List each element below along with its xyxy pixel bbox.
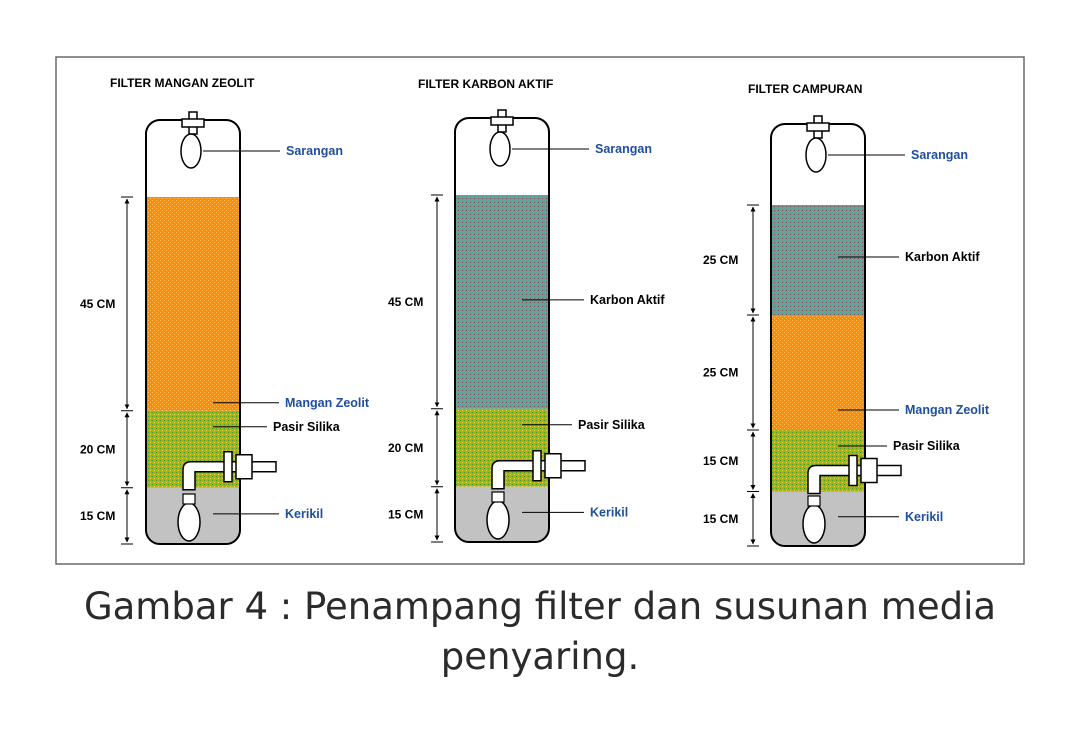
outlet-pipe <box>182 451 277 491</box>
thickness-label: 15 CM <box>703 454 738 468</box>
layer-label-gravel: Kerikil <box>285 507 323 521</box>
thickness-label: 25 CM <box>703 366 738 380</box>
layer-label-gravel: Kerikil <box>905 510 943 524</box>
thickness-label: 15 CM <box>703 512 738 526</box>
thickness-label: 20 CM <box>80 442 115 456</box>
layer-label-carbon: Karbon Aktif <box>590 293 665 307</box>
layer-label-silica: Pasir Silika <box>893 439 961 453</box>
filter-column-3: FILTER CAMPURAN Sarangan 25 CM Karbon Aktif… <box>703 82 990 547</box>
outlet-pipe <box>807 454 902 495</box>
strainer-top-icon <box>180 133 202 169</box>
thickness-label: 25 CM <box>703 253 738 267</box>
thickness-label: 15 CM <box>80 509 115 523</box>
filter-column-1: FILTER MANGAN ZEOLIT Sarangan 45 CM Mangan … <box>80 76 370 545</box>
caption-line-1: Gambar 4 : Penampang filter dan susunan … <box>83 585 997 628</box>
filter-title: FILTER KARBON AKTIF <box>418 77 553 91</box>
thickness-label: 15 CM <box>388 507 423 521</box>
media-layer-carbon <box>771 205 865 315</box>
layer-label-silica: Pasir Silika <box>273 420 341 434</box>
layer-label-gravel: Kerikil <box>590 505 628 519</box>
media-layer-zeolite <box>771 315 865 430</box>
filter-column-2: FILTER KARBON AKTIF Sarangan 45 CM Karbon A… <box>388 77 665 543</box>
layer-label-carbon: Karbon Aktif <box>905 250 980 264</box>
label-sarangan: Sarangan <box>595 142 652 156</box>
label-sarangan: Sarangan <box>286 144 343 158</box>
figure-caption: Gambar 4 : Penampang filter dan susunan … <box>0 582 1080 682</box>
filter-title: FILTER MANGAN ZEOLIT <box>110 76 255 90</box>
layer-label-zeolite: Mangan Zeolit <box>905 403 990 417</box>
strainer-top-icon <box>805 137 827 173</box>
strainer-bottom-icon <box>802 504 826 544</box>
media-layer-zeolite <box>146 197 240 411</box>
caption-line-2: penyaring. <box>440 635 640 678</box>
strainer-bottom-icon <box>177 502 201 542</box>
label-sarangan: Sarangan <box>911 148 968 162</box>
media-layer-carbon <box>455 195 549 409</box>
thickness-label: 45 CM <box>80 297 115 311</box>
strainer-bottom-icon <box>486 500 510 540</box>
layer-label-silica: Pasir Silika <box>578 418 646 432</box>
thickness-label: 45 CM <box>388 295 423 309</box>
filter-title: FILTER CAMPURAN <box>748 82 862 96</box>
layer-label-zeolite: Mangan Zeolit <box>285 396 370 410</box>
thickness-label: 20 CM <box>388 441 423 455</box>
outlet-pipe <box>491 450 586 490</box>
strainer-top-icon <box>489 131 511 167</box>
